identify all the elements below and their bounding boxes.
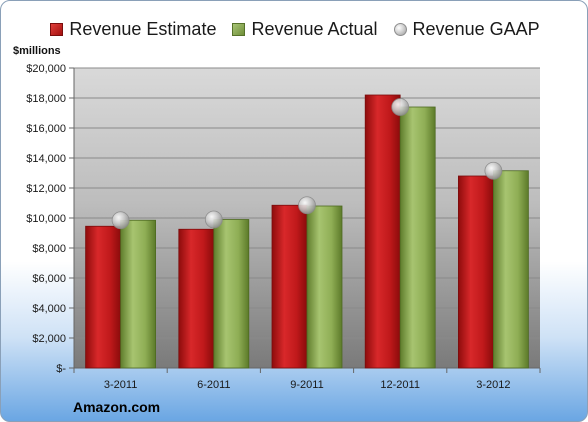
bar-revenue-actual	[120, 219, 156, 369]
y-tick-label: $14,000	[26, 153, 66, 165]
bar-revenue-actual	[492, 170, 529, 369]
y-axis-unit-label: $millions	[13, 45, 61, 57]
gray-sphere-marker-icon	[393, 22, 407, 36]
x-tick-label: 3-2011	[104, 379, 137, 391]
bar-revenue-estimate	[457, 175, 494, 369]
marker-revenue-gaap	[484, 161, 503, 180]
y-tick-label: $4,000	[32, 303, 66, 315]
bar-revenue-actual	[399, 106, 436, 369]
red-bar-swatch-icon	[50, 22, 64, 36]
y-tick-label: $10,000	[26, 213, 66, 225]
y-tick-label: $6,000	[32, 273, 66, 285]
legend-label: Revenue GAAP	[412, 18, 540, 39]
legend-item-revenue-actual: Revenue Actual	[232, 18, 378, 40]
bar-revenue-estimate	[271, 204, 308, 369]
marker-revenue-gaap	[204, 210, 223, 229]
x-tick-label: 9-2011	[290, 379, 323, 391]
y-tick-label: $12,000	[26, 183, 66, 195]
legend-item-revenue-gaap: Revenue GAAP	[393, 18, 540, 40]
x-tick-label: 12-2011	[380, 379, 420, 391]
legend-label: Revenue Actual	[251, 18, 378, 39]
bar-revenue-actual	[306, 205, 343, 369]
source-label: Amazon.com	[73, 399, 161, 415]
legend-item-revenue-estimate: Revenue Estimate	[50, 19, 216, 40]
legend-label: Revenue Estimate	[69, 18, 217, 39]
y-tick-label: $18,000	[26, 93, 66, 105]
y-tick-label: $20,000	[26, 63, 66, 75]
bar-revenue-actual	[213, 219, 250, 369]
y-tick-label: $-	[56, 363, 66, 375]
x-tick-label: 3-2012	[476, 379, 510, 391]
bar-revenue-estimate	[178, 228, 215, 369]
chart-legend: Revenue Estimate Revenue Actual Revenue …	[1, 15, 587, 43]
marker-revenue-gaap	[111, 211, 130, 230]
x-tick-label: 6-2011	[197, 379, 230, 391]
bar-revenue-estimate	[85, 225, 121, 369]
bar-revenue-estimate	[364, 94, 401, 369]
green-bar-swatch-icon	[232, 22, 246, 36]
y-tick-label: $16,000	[26, 123, 66, 135]
y-tick-label: $8,000	[32, 243, 66, 255]
marker-revenue-gaap	[298, 196, 316, 215]
y-tick-label: $2,000	[32, 333, 66, 345]
marker-revenue-gaap	[391, 98, 410, 116]
